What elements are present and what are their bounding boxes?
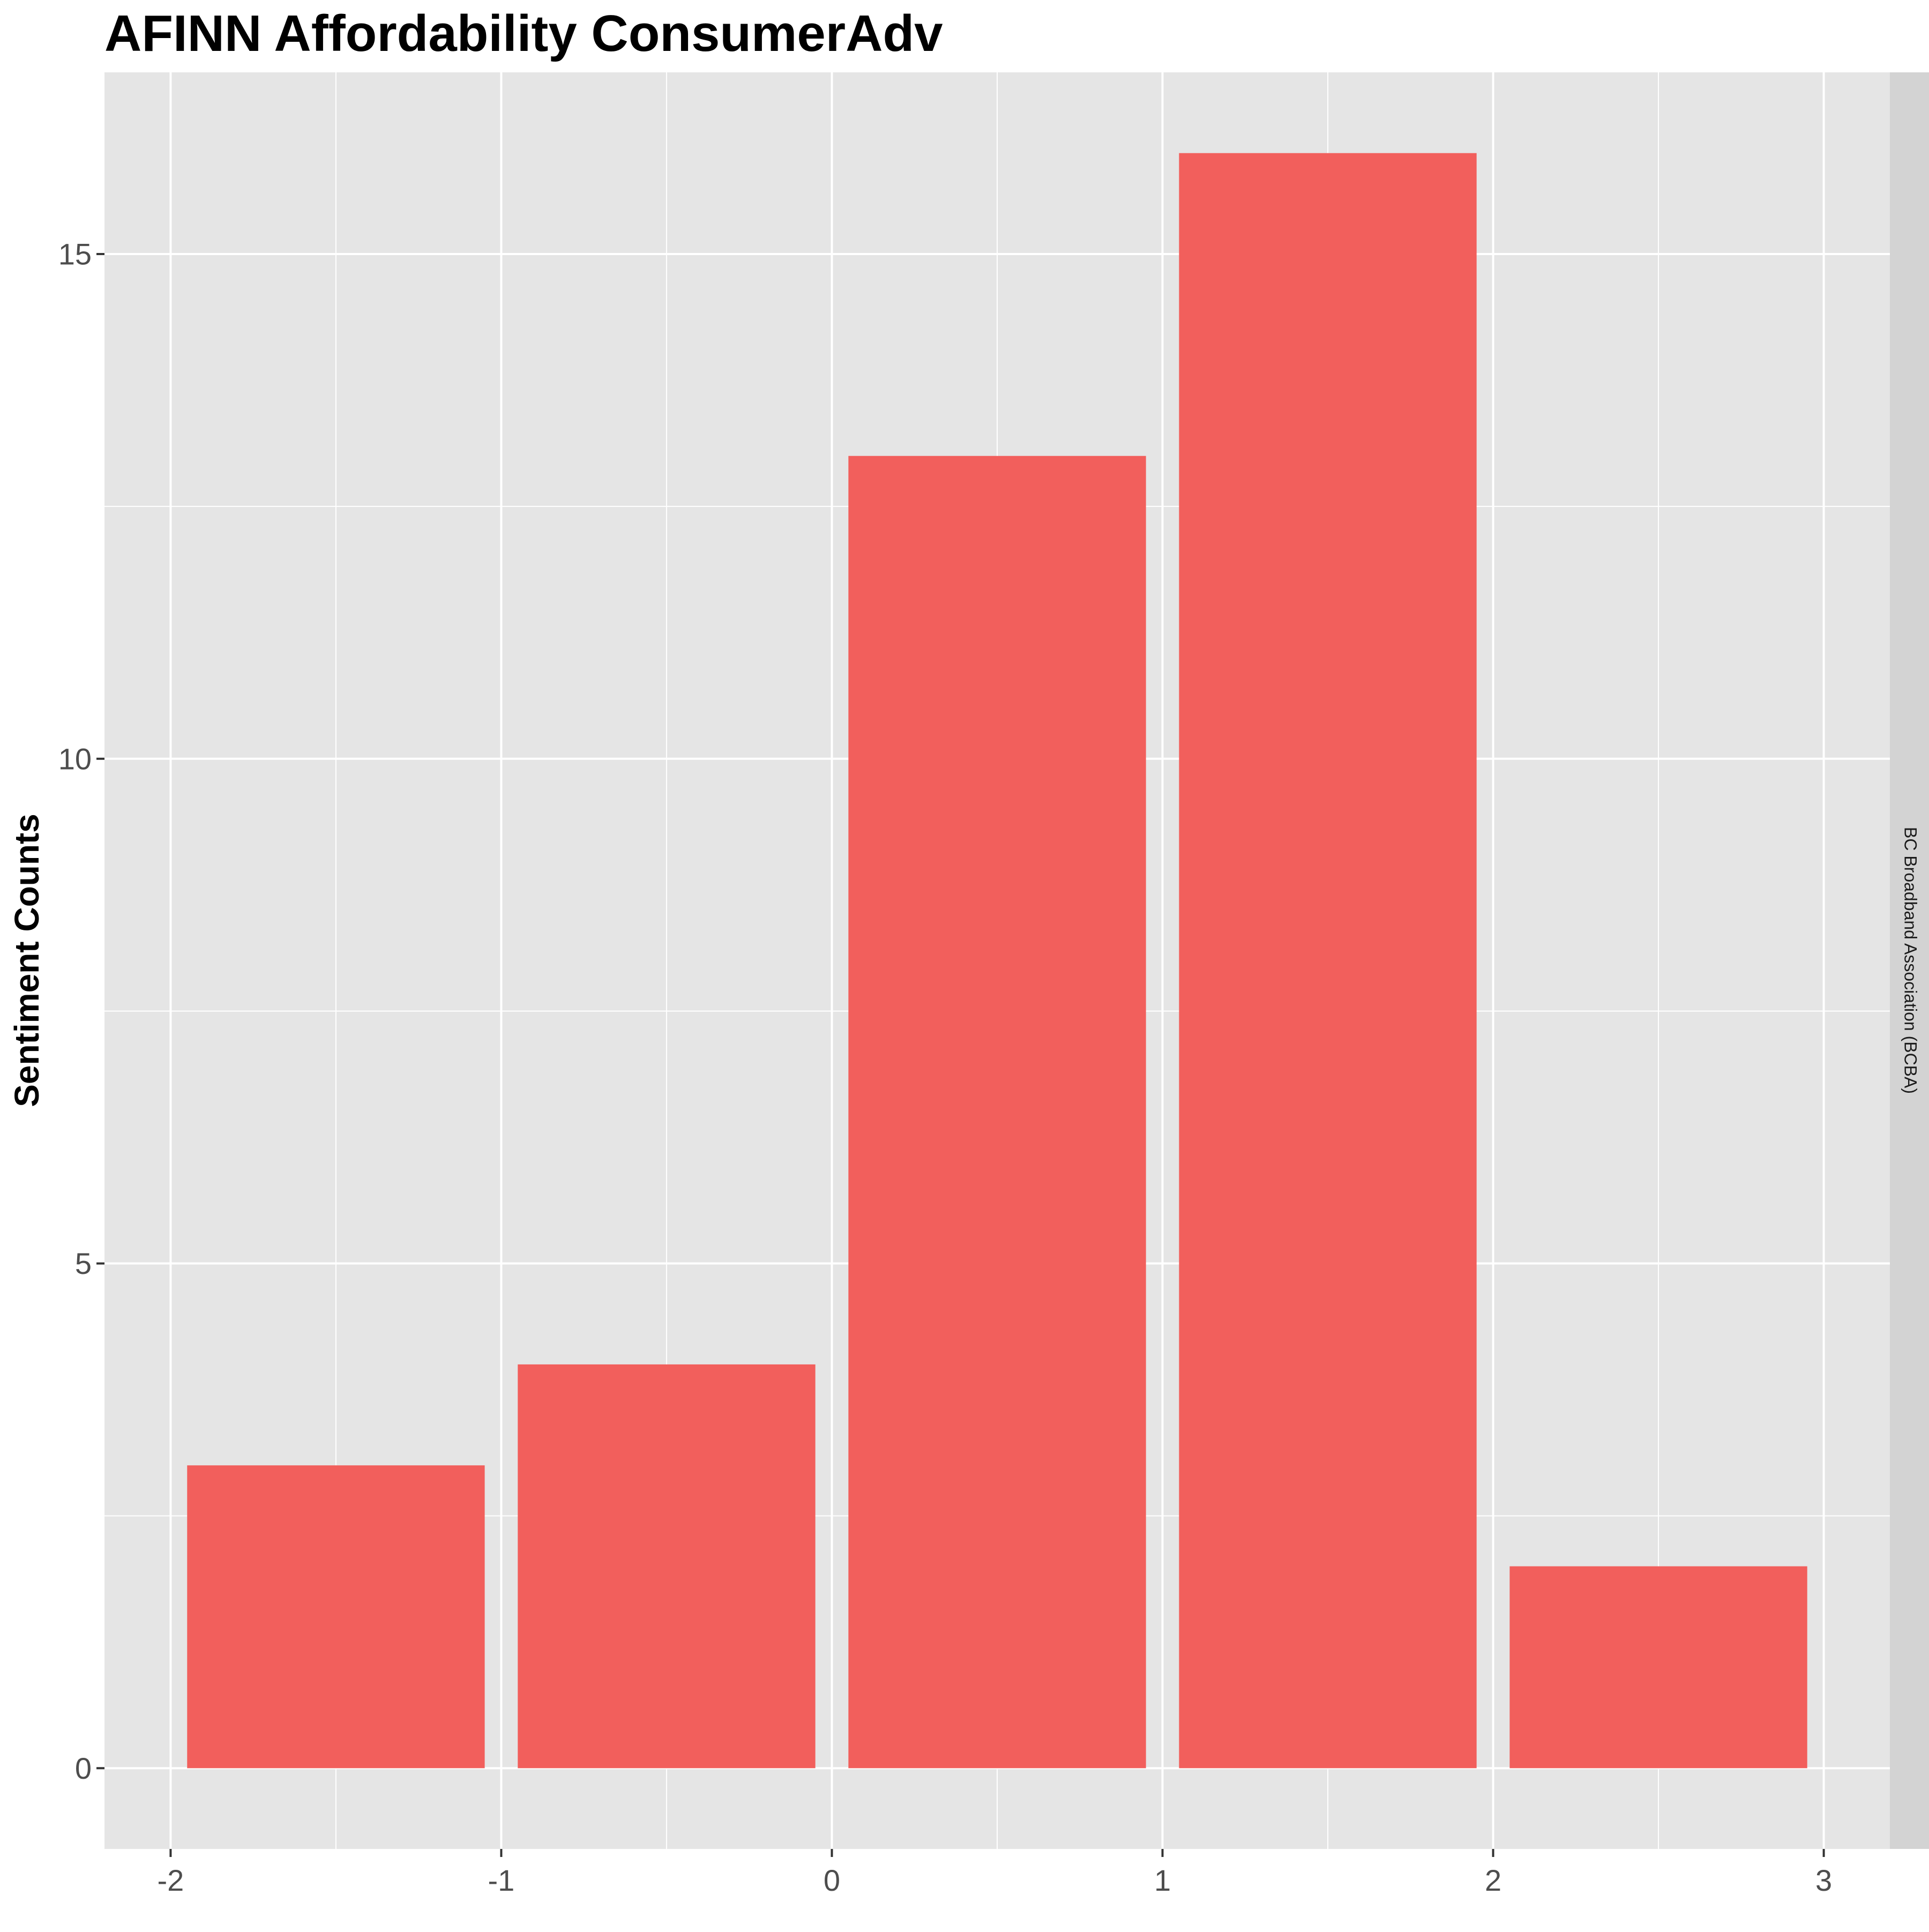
x-tick-label: 2 [1485,1863,1501,1897]
y-tick-label: 0 [75,1751,92,1785]
bar [518,1364,816,1769]
bar [848,456,1146,1769]
x-tick-label: 1 [1154,1863,1171,1897]
y-axis-title: Sentiment Counts [8,814,46,1107]
x-tick-label: -1 [488,1863,515,1897]
chart-title: AFINN Affordability ConsumerAdv [104,5,943,62]
facet-strip [1890,72,1929,1849]
bars [187,153,1807,1769]
axes: -2 -1 0 1 2 3 0 5 10 15 [58,237,1832,1897]
facet-strip-label: BC Broadband Association (BCBA) [1901,827,1920,1094]
x-tick-label: 3 [1815,1863,1832,1897]
bar [187,1465,485,1769]
bar [1179,153,1477,1769]
x-tick-label: 0 [824,1863,840,1897]
y-tick-label: 15 [58,237,92,271]
y-tick-label: 5 [75,1247,92,1280]
y-tick-label: 10 [58,742,92,775]
x-tick-label: -2 [158,1863,184,1897]
bar [1509,1566,1807,1769]
